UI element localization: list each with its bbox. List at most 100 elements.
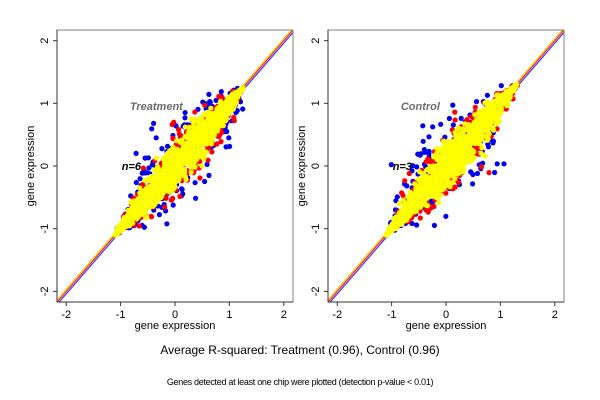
data-point <box>209 149 215 155</box>
x-tick-label: -2 <box>61 309 71 321</box>
data-point <box>177 173 184 179</box>
data-point <box>443 213 449 219</box>
detection-note-caption: Genes detected at least one chip were pl… <box>166 377 434 387</box>
data-point <box>149 126 155 132</box>
data-point <box>155 164 161 170</box>
data-point <box>478 150 484 156</box>
data-point <box>227 105 233 111</box>
data-point <box>204 140 210 146</box>
data-point <box>205 157 211 163</box>
data-point <box>155 179 161 185</box>
data-point <box>490 138 496 144</box>
data-point <box>142 177 148 184</box>
data-point <box>219 107 225 113</box>
data-point <box>188 116 194 122</box>
data-point <box>143 210 149 216</box>
data-point <box>170 151 176 157</box>
data-point <box>478 164 484 170</box>
data-point <box>442 157 448 164</box>
data-point <box>183 176 189 183</box>
data-point <box>152 174 158 180</box>
data-point <box>450 171 457 177</box>
data-point <box>175 159 181 165</box>
data-point <box>445 176 451 182</box>
data-point <box>505 102 511 108</box>
data-point <box>206 136 212 142</box>
x-tick-label: -1 <box>387 309 397 321</box>
data-point <box>144 215 150 221</box>
x-tick-label: -2 <box>332 309 342 321</box>
data-point <box>177 168 183 174</box>
data-point <box>163 195 169 201</box>
data-point <box>172 183 178 189</box>
data-point <box>406 170 412 177</box>
data-point <box>198 136 204 142</box>
data-point <box>497 95 503 101</box>
data-point <box>486 131 492 137</box>
data-point <box>141 195 147 201</box>
data-point <box>479 145 485 151</box>
plot-area <box>328 30 564 302</box>
data-point <box>137 176 143 182</box>
data-point <box>425 209 431 215</box>
data-point <box>176 177 182 183</box>
data-point <box>174 138 180 144</box>
data-point <box>213 124 219 131</box>
data-point <box>436 147 442 153</box>
data-point <box>484 113 491 119</box>
data-point <box>193 195 199 201</box>
data-point <box>502 93 508 99</box>
y-axis-label: gene expression <box>296 126 308 207</box>
data-point <box>151 120 157 126</box>
panel-title: Control <box>401 101 441 113</box>
x-tick-label: 1 <box>497 309 503 321</box>
data-point <box>410 163 416 169</box>
data-point <box>141 224 147 230</box>
data-point <box>199 163 205 169</box>
data-point <box>458 115 464 121</box>
data-point <box>470 181 476 187</box>
data-point <box>413 205 419 211</box>
data-point <box>231 114 237 120</box>
data-point <box>416 176 422 183</box>
data-point <box>438 192 444 198</box>
data-point <box>140 165 146 171</box>
data-point <box>404 201 410 207</box>
data-point <box>144 170 150 176</box>
data-point <box>213 97 219 103</box>
x-axis-label: gene expression <box>406 320 487 332</box>
data-point <box>193 147 199 153</box>
data-point <box>216 93 222 99</box>
data-point <box>132 210 138 216</box>
data-point <box>501 161 507 167</box>
data-point <box>452 117 458 123</box>
data-point <box>450 122 456 128</box>
data-point <box>399 190 405 196</box>
panel-title: Treatment <box>130 101 184 113</box>
data-point <box>452 176 458 182</box>
y-tick-label: -2 <box>310 286 322 296</box>
data-point <box>417 152 423 158</box>
data-point <box>206 112 212 118</box>
data-point <box>225 99 231 105</box>
data-point <box>142 155 148 161</box>
data-point <box>204 123 210 129</box>
data-point <box>480 107 486 114</box>
data-point <box>128 199 134 205</box>
data-point <box>210 116 216 122</box>
data-point <box>407 194 413 200</box>
data-point <box>436 187 442 193</box>
data-point <box>188 144 194 150</box>
data-point <box>455 153 461 159</box>
data-point <box>510 86 516 92</box>
data-point <box>395 214 401 220</box>
data-point <box>436 158 442 164</box>
series-yellow-points <box>112 85 246 238</box>
data-point <box>216 134 222 140</box>
data-point <box>486 170 492 176</box>
data-point <box>436 200 442 206</box>
data-point <box>137 185 143 191</box>
data-point <box>452 109 458 115</box>
